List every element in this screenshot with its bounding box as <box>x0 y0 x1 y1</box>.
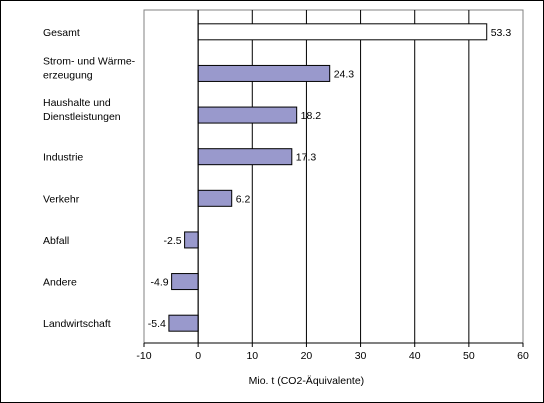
value-label-6: -4.9 <box>151 277 169 289</box>
bar-7 <box>168 314 199 332</box>
category-label-1-0: Strom- und Wärme- <box>43 55 136 67</box>
category-label-2-1: Dienstleistungen <box>43 111 121 123</box>
bar-3 <box>197 148 293 166</box>
bar-0 <box>197 23 488 41</box>
x-tick-label-7: 60 <box>517 350 529 362</box>
category-label-1-1: erzeugung <box>43 69 93 81</box>
x-tick-label-2: 10 <box>246 350 258 362</box>
bar-6 <box>171 273 199 291</box>
value-label-2: 18.2 <box>301 110 322 122</box>
value-label-1: 24.3 <box>334 68 355 80</box>
x-tick-label-0: -10 <box>136 350 151 362</box>
category-label-5-0: Abfall <box>43 235 69 247</box>
category-label-2-0: Haushalte und <box>43 97 111 109</box>
value-label-3: 17.3 <box>296 152 317 164</box>
x-tick-label-4: 30 <box>355 350 367 362</box>
category-label-0-0: Gesamt <box>43 27 80 39</box>
category-label-4-0: Verkehr <box>43 193 80 205</box>
category-label-6-0: Andere <box>43 277 77 289</box>
x-tick-label-6: 50 <box>463 350 475 362</box>
bar-1 <box>197 64 331 82</box>
value-label-7: -5.4 <box>148 318 166 330</box>
category-label-3-0: Industrie <box>43 152 83 164</box>
value-label-4: 6.2 <box>236 193 251 205</box>
x-tick-label-5: 40 <box>409 350 421 362</box>
plot-area <box>143 9 524 344</box>
value-label-0: 53.3 <box>491 27 512 39</box>
bar-2 <box>197 106 298 124</box>
bar-4 <box>197 189 233 207</box>
x-tick-label-3: 20 <box>301 350 313 362</box>
x-axis-title: Mio. t (CO2-Äquivalente) <box>249 375 365 387</box>
bar-5 <box>184 231 199 249</box>
value-label-5: -2.5 <box>164 235 182 247</box>
category-label-7-0: Landwirtschaft <box>43 318 111 330</box>
x-tick-label-1: 0 <box>195 350 201 362</box>
